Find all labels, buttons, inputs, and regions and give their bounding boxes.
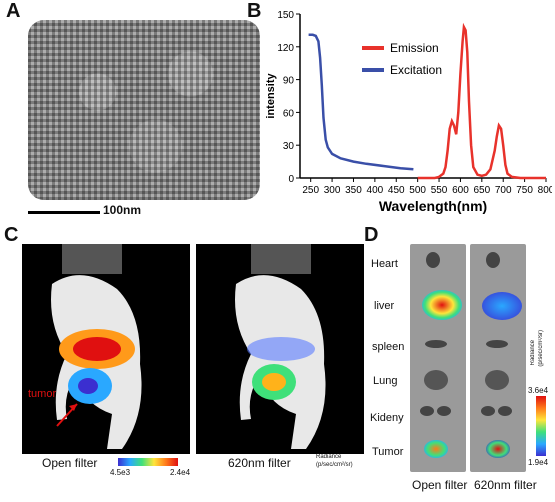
tem-micrograph [28,20,260,200]
organ-label-lung: Lung [373,375,398,387]
legend-label-emission: Emission [390,41,439,55]
panel-a-letter: A [6,0,21,22]
tumor-signal-core [78,378,98,394]
y-tick-label: 120 [277,43,294,54]
spleen-open [425,340,447,348]
colorbar-d [536,396,546,456]
tumor-arrowhead [69,404,77,411]
spectrum-chart: 0 30 60 90 120 150 250 300 350 400 450 500 550 600 650… [262,0,555,222]
tumor-open [424,440,448,458]
colorbar-d-min: 1.9e4 [528,458,549,467]
x-tick-label: 350 [345,185,362,196]
spectrum-svg: 0 30 60 90 120 150 250 300 350 400 450 500 550 600 650… [265,10,555,214]
nose-cone [62,244,122,274]
caption-c-620nm-filter: 620nm filter [228,456,291,470]
organ-label-heart: Heart [371,258,398,270]
y-tick-label: 150 [277,10,294,21]
radiance-units-d: (p/sec/cm²/sr) [538,330,544,367]
panel-c-letter: C [4,224,19,246]
lung-open [424,370,448,390]
tumor-label: tumor [28,388,57,400]
x-tick-label: 800 [538,185,552,196]
kidney-open-1 [420,406,434,416]
panel-b-letter: B [247,0,262,22]
caption-c-open-filter: Open filter [42,456,98,470]
series-line-emission [417,22,546,180]
y-tick-label: 0 [288,174,294,185]
x-tick-label: 650 [473,185,490,196]
radiance-label-d: Radiance [530,340,536,366]
colorbar-c-max: 2.4e4 [170,468,191,477]
organ-label-kidney: Kideny [370,412,404,424]
mouse-body [235,275,326,449]
x-tick-label: 700 [495,185,512,196]
kidney-620nm-1 [481,406,495,416]
legend-label-excitation: Excitation [390,63,442,77]
panel-d-letter: D [364,224,379,246]
mouse-620nm-svg [235,244,326,449]
scale-bar [28,211,100,214]
x-tick-label: 550 [431,185,448,196]
x-tick-label: 750 [516,185,533,196]
y-axis-label: intensity [265,73,277,119]
x-tick-label: 250 [302,185,319,196]
x-tick-label: 450 [388,185,405,196]
kidney-open-2 [437,406,451,416]
radiance-units-c: (p/sec/cm²/sr) [316,462,353,468]
lung-620nm [485,370,509,390]
x-tick-label: 600 [452,185,469,196]
colorbar-d-max: 3.6e4 [528,386,549,395]
caption-d-620nm-filter: 620nm filter [474,478,537,492]
caption-d-open-filter: Open filter [412,478,468,492]
organ-column-open [410,244,466,472]
y-tick-label: 30 [283,141,295,152]
radiance-label-c: Radiance [316,454,342,460]
x-tick-label: 400 [367,185,384,196]
organ-label-spleen: spleen [372,341,405,353]
organ-label-tumor: Tumor [372,446,404,458]
nose-cone [251,244,311,274]
colorbar-c [118,458,178,466]
tumor-signal-core [262,373,286,391]
liver-620nm [482,292,522,320]
x-axis-label: Wavelength(nm) [379,198,487,214]
x-tick-label: 500 [409,185,426,196]
colorbar-c-min: 4.5e3 [110,468,131,477]
y-tick-label: 60 [283,108,295,119]
heart-open [426,252,440,268]
mouse-open-filter-image [22,244,190,454]
liver-open [422,290,462,320]
series-line-excitation [308,33,414,171]
organ-label-liver: liver [374,300,395,312]
y-tick-label: 90 [283,76,295,87]
heart-620nm [486,252,500,268]
spleen-620nm [486,340,508,348]
mouse-open-filter-svg [51,244,142,449]
mouse-620nm-image [196,244,364,454]
diffuse-signal [247,337,315,361]
signal-core [73,337,121,361]
kidney-620nm-2 [498,406,512,416]
x-tick-label: 300 [324,185,341,196]
organ-column-620nm [470,244,526,472]
scale-bar-label: 100nm [103,203,142,217]
tumor-620nm [486,440,510,458]
